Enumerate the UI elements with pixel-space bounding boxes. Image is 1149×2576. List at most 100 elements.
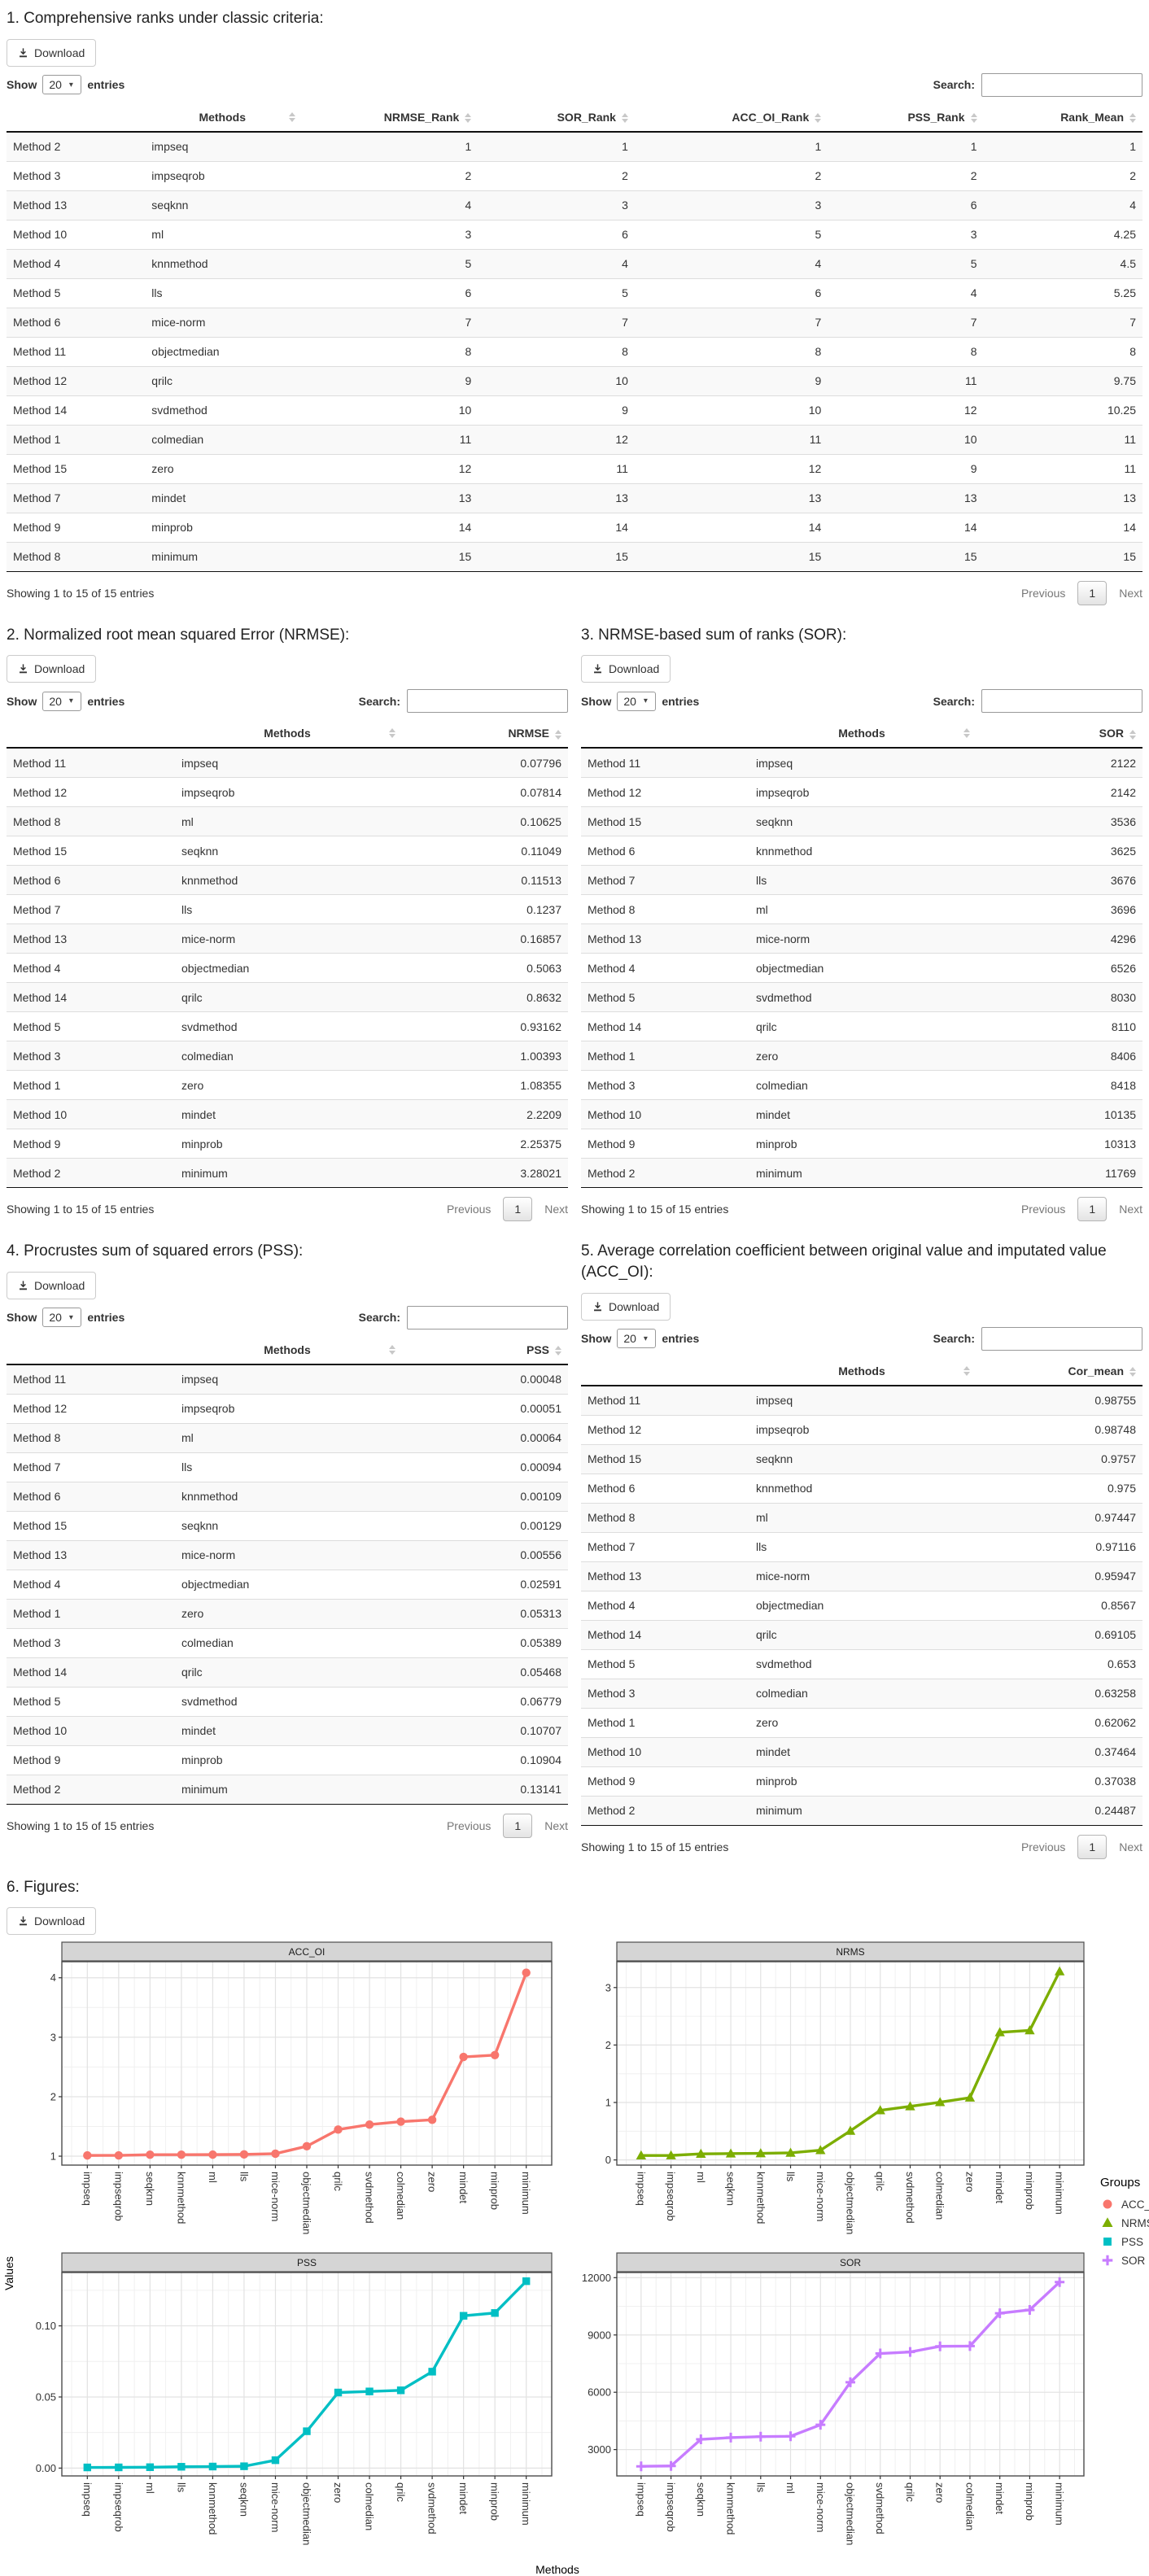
table-row[interactable]: Method 9 minprob 0.10904 <box>7 1744 568 1775</box>
table-row[interactable]: Method 15 seqknn 0.00129 <box>7 1510 568 1541</box>
column-header-sor_rank[interactable]: SOR_Rank <box>478 103 635 133</box>
table-row[interactable]: Method 2 minimum 3.28021 <box>7 1158 568 1188</box>
column-header-methods[interactable]: Methods <box>749 1356 974 1386</box>
column-header-sor[interactable]: SOR <box>974 719 1142 749</box>
table-row[interactable]: Method 10 ml 3 6 5 3 4.25 <box>7 219 1142 250</box>
table-row[interactable]: Method 9 minprob 2.25375 <box>7 1129 568 1159</box>
table-row[interactable]: Method 15 zero 12 11 12 9 11 <box>7 453 1142 484</box>
table-row[interactable]: Method 5 lls 6 5 6 4 5.25 <box>7 277 1142 308</box>
table-row[interactable]: Method 8 ml 0.10625 <box>7 806 568 836</box>
table-row[interactable]: Method 13 seqknn 4 3 3 6 4 <box>7 190 1142 220</box>
table-row[interactable]: Method 3 colmedian 0.63258 <box>581 1678 1142 1709</box>
table-row[interactable]: Method 3 colmedian 0.05389 <box>7 1627 568 1658</box>
table-row[interactable]: Method 6 knnmethod 3625 <box>581 836 1142 866</box>
table-row[interactable]: Method 13 mice-norm 4296 <box>581 923 1142 954</box>
table-row[interactable]: Method 1 colmedian 11 12 11 10 11 <box>7 424 1142 455</box>
search-input[interactable] <box>981 72 1142 97</box>
column-header-cor_mean[interactable]: Cor_mean <box>974 1356 1142 1386</box>
next-button[interactable]: Next <box>1119 1203 1142 1216</box>
page-size-select[interactable]: 20 ▾ <box>42 1308 82 1328</box>
download-button[interactable]: Download <box>581 1292 671 1321</box>
table-row[interactable]: Method 1 zero 0.05313 <box>7 1598 568 1629</box>
page-1-button[interactable]: 1 <box>503 1197 533 1222</box>
page-size-select[interactable]: 20 ▾ <box>617 1329 657 1349</box>
previous-button[interactable]: Previous <box>1020 1203 1066 1216</box>
table-row[interactable]: Method 3 colmedian 8418 <box>581 1070 1142 1100</box>
table-row[interactable]: Method 10 mindet 0.10707 <box>7 1715 568 1746</box>
table-row[interactable]: Method 7 lls 0.1237 <box>7 894 568 924</box>
previous-button[interactable]: Previous <box>1020 586 1066 600</box>
table-row[interactable]: Method 11 impseq 0.07796 <box>7 748 568 778</box>
search-input[interactable] <box>981 689 1142 714</box>
table-row[interactable]: Method 2 minimum 0.24487 <box>581 1795 1142 1826</box>
column-header-pss[interactable]: PSS <box>400 1335 568 1365</box>
page-1-button[interactable]: 1 <box>503 1813 533 1838</box>
table-row[interactable]: Method 3 impseqrob 2 2 2 2 2 <box>7 160 1142 191</box>
column-header-pss_rank[interactable]: PSS_Rank <box>828 103 984 133</box>
table-row[interactable]: Method 4 objectmedian 6526 <box>581 953 1142 983</box>
table-row[interactable]: Method 6 knnmethod 0.11513 <box>7 865 568 895</box>
table-row[interactable]: Method 12 qrilc 9 10 9 11 9.75 <box>7 365 1142 396</box>
table-row[interactable]: Method 11 impseq 0.98755 <box>581 1385 1142 1416</box>
table-row[interactable]: Method 8 ml 0.97447 <box>581 1502 1142 1533</box>
column-header-methods[interactable]: Methods <box>175 719 400 749</box>
table-row[interactable]: Method 1 zero 0.62062 <box>581 1707 1142 1738</box>
table-row[interactable]: Method 8 minimum 15 15 15 15 15 <box>7 541 1142 572</box>
previous-button[interactable]: Previous <box>446 1818 491 1832</box>
table-row[interactable]: Method 8 ml 3696 <box>581 894 1142 924</box>
table-row[interactable]: Method 11 impseq 0.00048 <box>7 1364 568 1395</box>
table-row[interactable]: Method 5 svdmethod 0.06779 <box>7 1686 568 1717</box>
table-row[interactable]: Method 13 mice-norm 0.16857 <box>7 923 568 954</box>
table-row[interactable]: Method 13 mice-norm 0.95947 <box>581 1561 1142 1591</box>
table-row[interactable]: Method 4 objectmedian 0.5063 <box>7 953 568 983</box>
table-row[interactable]: Method 6 knnmethod 0.00109 <box>7 1481 568 1512</box>
table-row[interactable]: Method 15 seqknn 3536 <box>581 806 1142 836</box>
table-row[interactable]: Method 6 knnmethod 0.975 <box>581 1473 1142 1504</box>
page-1-button[interactable]: 1 <box>1077 580 1107 605</box>
table-row[interactable]: Method 1 zero 8406 <box>581 1041 1142 1071</box>
table-row[interactable]: Method 11 impseq 2122 <box>581 748 1142 778</box>
table-row[interactable]: Method 9 minprob 10313 <box>581 1129 1142 1159</box>
table-row[interactable]: Method 5 svdmethod 8030 <box>581 982 1142 1012</box>
table-row[interactable]: Method 12 impseqrob 0.07814 <box>7 777 568 807</box>
table-row[interactable]: Method 11 objectmedian 8 8 8 8 8 <box>7 336 1142 367</box>
table-row[interactable]: Method 14 svdmethod 10 9 10 12 10.25 <box>7 395 1142 426</box>
download-button[interactable]: Download <box>7 1907 97 1936</box>
table-row[interactable]: Method 12 impseqrob 0.00051 <box>7 1393 568 1424</box>
table-row[interactable]: Method 14 qrilc 0.69105 <box>581 1619 1142 1650</box>
table-row[interactable]: Method 1 zero 1.08355 <box>7 1070 568 1100</box>
column-header-methods[interactable]: Methods <box>145 103 300 133</box>
column-header-acc_oi_rank[interactable]: ACC_OI_Rank <box>634 103 828 133</box>
table-row[interactable]: Method 10 mindet 10135 <box>581 1099 1142 1129</box>
table-row[interactable]: Method 14 qrilc 8110 <box>581 1011 1142 1041</box>
next-button[interactable]: Next <box>1119 1840 1142 1853</box>
table-row[interactable]: Method 10 mindet 2.2209 <box>7 1099 568 1129</box>
column-header-methods[interactable]: Methods <box>175 1335 400 1365</box>
table-row[interactable]: Method 6 mice-norm 7 7 7 7 7 <box>7 307 1142 338</box>
table-row[interactable]: Method 4 knnmethod 5 4 4 5 4.5 <box>7 248 1142 279</box>
table-row[interactable]: Method 13 mice-norm 0.00556 <box>7 1539 568 1570</box>
table-row[interactable]: Method 12 impseqrob 2142 <box>581 777 1142 807</box>
table-row[interactable]: Method 2 minimum 11769 <box>581 1158 1142 1188</box>
table-row[interactable]: Method 7 lls 0.00094 <box>7 1452 568 1482</box>
table-row[interactable]: Method 12 impseqrob 0.98748 <box>581 1414 1142 1445</box>
download-button[interactable]: Download <box>581 655 671 683</box>
table-row[interactable]: Method 5 svdmethod 0.653 <box>581 1648 1142 1679</box>
table-row[interactable]: Method 4 objectmedian 0.02591 <box>7 1569 568 1600</box>
table-row[interactable]: Method 8 ml 0.00064 <box>7 1422 568 1453</box>
column-header-nrmse[interactable]: NRMSE <box>400 719 568 749</box>
next-button[interactable]: Next <box>544 1203 568 1216</box>
next-button[interactable]: Next <box>544 1818 568 1832</box>
search-input[interactable] <box>981 1326 1142 1351</box>
table-row[interactable]: Method 2 minimum 0.13141 <box>7 1774 568 1805</box>
table-row[interactable]: Method 7 lls 0.97116 <box>581 1531 1142 1562</box>
previous-button[interactable]: Previous <box>446 1203 491 1216</box>
table-row[interactable]: Method 9 minprob 14 14 14 14 14 <box>7 512 1142 543</box>
table-row[interactable]: Method 5 svdmethod 0.93162 <box>7 1011 568 1041</box>
table-row[interactable]: Method 14 qrilc 0.05468 <box>7 1657 568 1687</box>
table-row[interactable]: Method 10 mindet 0.37464 <box>581 1736 1142 1767</box>
table-row[interactable]: Method 4 objectmedian 0.8567 <box>581 1590 1142 1621</box>
download-button[interactable]: Download <box>7 38 97 67</box>
table-row[interactable]: Method 7 lls 3676 <box>581 865 1142 895</box>
page-size-select[interactable]: 20 ▾ <box>617 691 657 711</box>
